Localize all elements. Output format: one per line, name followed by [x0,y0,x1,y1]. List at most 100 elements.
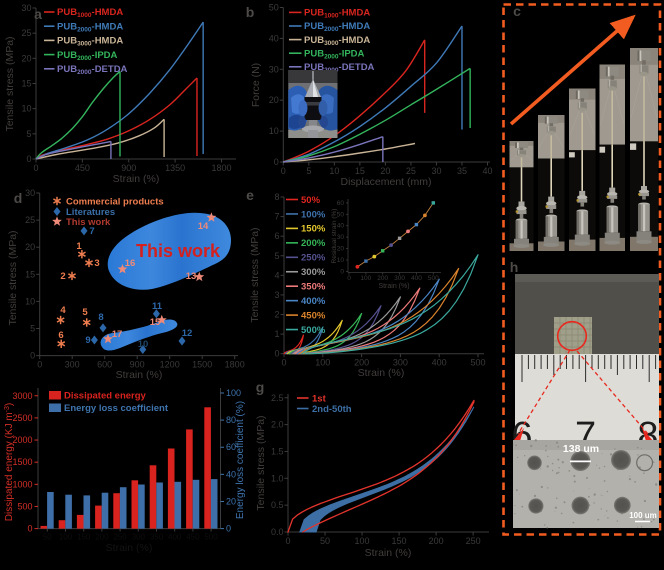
svg-text:h: h [510,259,519,275]
svg-text:500: 500 [428,275,439,282]
svg-text:6: 6 [58,330,63,341]
svg-text:17: 17 [112,329,123,340]
svg-text:0: 0 [37,360,42,370]
svg-text:5: 5 [274,251,279,261]
svg-text:50%: 50% [301,195,321,206]
svg-text:10: 10 [21,104,31,114]
svg-text:1000: 1000 [12,479,32,489]
svg-text:3000: 3000 [12,391,32,401]
svg-text:16: 16 [125,258,136,269]
svg-text:20: 20 [226,496,236,506]
svg-text:15: 15 [25,269,35,279]
svg-text:200: 200 [377,275,388,282]
svg-text:0: 0 [274,157,279,167]
svg-text:350: 350 [150,533,164,542]
svg-text:Tensile stress (MPa): Tensile stress (MPa) [249,227,261,322]
svg-text:7: 7 [274,212,279,222]
svg-text:10: 10 [25,296,35,306]
svg-text:0.0: 0.0 [271,527,284,537]
svg-text:0: 0 [33,163,38,173]
svg-text:4: 4 [60,305,66,316]
svg-text:25: 25 [406,166,416,176]
svg-text:30: 30 [431,166,441,176]
svg-text:300: 300 [394,275,405,282]
svg-text:0: 0 [281,358,286,368]
svg-text:e: e [246,187,254,203]
svg-text:1.0: 1.0 [271,473,284,483]
svg-text:PUB1000-HMDA: PUB1000-HMDA [304,8,370,20]
svg-text:This work: This work [66,217,111,228]
svg-text:30: 30 [21,3,31,13]
svg-text:50: 50 [320,536,330,546]
svg-text:1500: 1500 [192,360,212,370]
svg-text:100: 100 [315,358,330,368]
svg-text:Strain (%): Strain (%) [358,367,405,379]
svg-text:PUB1000-HMDA: PUB1000-HMDA [57,7,123,19]
svg-text:Strain (%): Strain (%) [365,547,412,559]
svg-text:Strain (%): Strain (%) [116,369,163,381]
svg-text:400: 400 [168,533,182,542]
svg-text:Strain (%): Strain (%) [106,542,153,554]
svg-text:80: 80 [226,415,236,425]
svg-text:Literatures: Literatures [66,207,115,218]
svg-text:20: 20 [380,166,390,176]
svg-text:15: 15 [21,79,31,89]
svg-text:200: 200 [354,358,369,368]
svg-text:300%: 300% [301,267,326,278]
svg-text:500: 500 [204,533,218,542]
svg-text:Dissipated energy: Dissipated energy [64,391,147,402]
svg-text:1200: 1200 [160,360,180,370]
svg-text:PUB2000-IPDA: PUB2000-IPDA [304,48,365,60]
svg-text:b: b [246,4,255,20]
svg-text:2.0: 2.0 [271,420,284,430]
svg-text:20: 20 [25,242,35,252]
svg-text:200: 200 [95,533,109,542]
svg-text:Residual strain (%): Residual strain (%) [331,209,338,264]
svg-text:3: 3 [94,258,99,269]
svg-text:g: g [256,379,265,395]
svg-text:150: 150 [392,536,407,546]
svg-text:2: 2 [274,310,279,320]
svg-text:0: 0 [285,536,290,546]
svg-text:350%: 350% [301,282,326,293]
svg-text:400%: 400% [301,296,326,307]
svg-text:100 um: 100 um [629,511,657,520]
svg-text:PUB2000-DETDA: PUB2000-DETDA [57,64,128,76]
svg-text:0: 0 [347,275,351,282]
svg-text:PUB3000-HMDA: PUB3000-HMDA [304,35,370,47]
svg-text:50: 50 [337,211,345,218]
svg-text:1st: 1st [312,393,327,404]
svg-text:100: 100 [226,388,241,398]
svg-text:13: 13 [186,271,197,282]
svg-text:2000: 2000 [12,435,32,445]
svg-text:5: 5 [26,129,31,139]
svg-text:0: 0 [340,268,344,275]
svg-text:1350: 1350 [165,163,185,173]
svg-text:Tensile stress (MPa): Tensile stress (MPa) [4,36,16,131]
svg-text:50: 50 [43,533,52,542]
svg-text:15: 15 [150,317,161,328]
svg-text:600: 600 [97,360,112,370]
svg-text:100: 100 [360,275,371,282]
svg-text:1: 1 [274,329,279,339]
svg-text:6: 6 [274,231,279,241]
svg-text:30: 30 [337,234,345,241]
svg-text:450: 450 [186,533,200,542]
svg-text:10: 10 [329,166,339,176]
svg-text:500: 500 [17,501,32,511]
svg-text:1800: 1800 [225,360,245,370]
svg-text:PUB3000-HMDA: PUB3000-HMDA [57,36,123,48]
svg-text:150%: 150% [301,224,326,235]
svg-text:Force (N): Force (N) [250,63,262,107]
svg-text:10: 10 [337,257,345,264]
svg-text:Dissipated energy (KJ m-3): Dissipated energy (KJ m-3) [4,403,15,522]
svg-text:100%: 100% [301,209,326,220]
svg-text:PUB2000-IPDA: PUB2000-IPDA [57,50,118,62]
svg-text:900: 900 [121,163,136,173]
svg-text:0: 0 [226,524,231,534]
svg-text:Energy loss coefficient: Energy loss coefficient [64,403,169,414]
svg-text:25: 25 [25,215,35,225]
svg-text:400: 400 [432,358,447,368]
svg-text:d: d [14,190,23,206]
svg-text:30: 30 [25,188,35,198]
